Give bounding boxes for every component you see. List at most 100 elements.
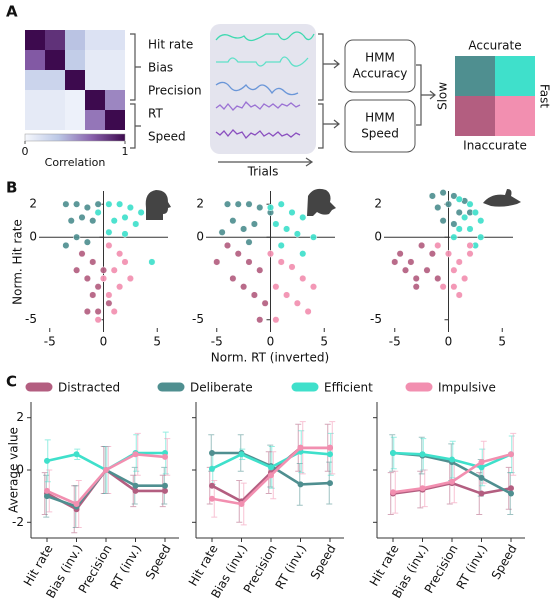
scatter-point <box>94 208 102 217</box>
scatter-point <box>213 258 221 266</box>
scatter-point <box>245 238 253 246</box>
x-tick-label: Speed <box>308 542 339 582</box>
heatmap-cell <box>85 70 105 90</box>
series-marker <box>478 459 485 466</box>
scatter-point <box>256 316 264 324</box>
series-marker <box>209 465 215 472</box>
scatter-point <box>450 192 458 200</box>
feature-label: Precision <box>148 84 202 98</box>
scatter-point <box>288 263 296 271</box>
brackets <box>130 33 141 149</box>
scatter-point <box>256 203 264 212</box>
scatter-point <box>266 203 275 212</box>
heatmap-cell <box>85 50 105 70</box>
scatter-point <box>223 241 232 250</box>
scatter-point <box>450 220 458 228</box>
colorbar-tick-label: 0 <box>22 145 29 158</box>
series-marker <box>390 450 396 456</box>
heatmap-cell <box>45 70 65 90</box>
scatter-point <box>450 266 458 274</box>
scatter-point <box>105 241 113 250</box>
scatter-point <box>461 274 469 283</box>
series-marker <box>73 501 80 507</box>
heatmap-cell <box>25 110 45 130</box>
scatter-point <box>62 200 70 208</box>
panel-letter: C <box>6 373 17 391</box>
heatmap-cell <box>105 110 125 130</box>
scatter-point <box>455 195 463 203</box>
scatter-point <box>455 225 463 233</box>
scatter-point <box>293 299 301 307</box>
series-marker <box>390 489 396 496</box>
series-marker <box>44 487 50 494</box>
scatter-point <box>229 274 237 283</box>
trials-label: Trials <box>247 165 279 179</box>
scatter-point <box>116 250 124 258</box>
series-marker <box>419 485 426 492</box>
hmm-label: Speed <box>361 127 399 141</box>
series-marker <box>132 451 139 458</box>
scatter-point <box>73 200 81 208</box>
species-icon <box>145 188 521 220</box>
scatter-point <box>283 291 291 299</box>
connectors <box>318 33 436 149</box>
heatmap-cell <box>45 110 65 130</box>
scatter-point <box>89 217 97 225</box>
y-tick-label: 2 <box>29 197 37 211</box>
legend-label: Distracted <box>58 381 120 395</box>
scatter-point <box>396 250 404 258</box>
x-axis-label: Norm. RT (inverted) <box>211 351 329 365</box>
scatter-point <box>283 225 291 233</box>
trials-arrow <box>218 157 314 167</box>
heatmap-cell <box>105 50 125 70</box>
scatter-point <box>455 208 463 217</box>
scatter-point <box>439 217 447 225</box>
heatmap-cell <box>25 50 45 70</box>
scatter-point <box>78 250 86 258</box>
scatter-point <box>89 258 97 266</box>
heatmap-cell <box>45 30 65 50</box>
scatter-point <box>477 217 485 225</box>
scatter-point <box>428 192 436 200</box>
scatter-point <box>423 266 431 274</box>
scatter-point <box>412 283 420 291</box>
hmm-box <box>344 99 416 153</box>
colorbar-tick-label: 1 <box>122 145 129 158</box>
hmm-box <box>344 39 416 93</box>
scatter-point <box>223 200 232 208</box>
scatter-point <box>471 208 479 217</box>
state-quadrant <box>495 96 535 136</box>
heatmap-cell <box>65 30 85 50</box>
scatter-point <box>466 200 474 208</box>
scatter-point <box>434 241 442 250</box>
scatter-point <box>110 266 118 274</box>
feature-label: Hit rate <box>148 38 193 52</box>
heatmap-cell <box>25 90 45 110</box>
scatter-point <box>83 238 91 246</box>
scatter-point <box>477 233 485 241</box>
x-tick-label: 0 <box>445 335 453 349</box>
scatter-point <box>450 283 458 291</box>
scatter-point <box>99 266 108 274</box>
x-tick-label: Speed <box>143 542 174 582</box>
series-marker <box>327 480 333 487</box>
panel-letter: B <box>6 179 17 197</box>
series-line <box>46 452 166 506</box>
scatter-point <box>434 203 442 212</box>
colorbar <box>24 133 126 142</box>
series-marker <box>209 450 215 456</box>
y-tick-label: 0 <box>29 230 37 244</box>
scatter-point <box>461 213 469 221</box>
scatter-point <box>250 291 258 299</box>
heatmap-cell <box>45 50 65 70</box>
scatter-point <box>266 250 275 258</box>
series-marker <box>132 487 139 494</box>
heatmap-cell <box>25 30 45 50</box>
feature-label: RT <box>148 107 163 121</box>
scatter-point <box>67 217 75 225</box>
heatmap-cell <box>85 110 105 130</box>
series-marker <box>419 451 426 458</box>
series-marker <box>44 493 50 500</box>
scatter-point <box>272 220 280 228</box>
